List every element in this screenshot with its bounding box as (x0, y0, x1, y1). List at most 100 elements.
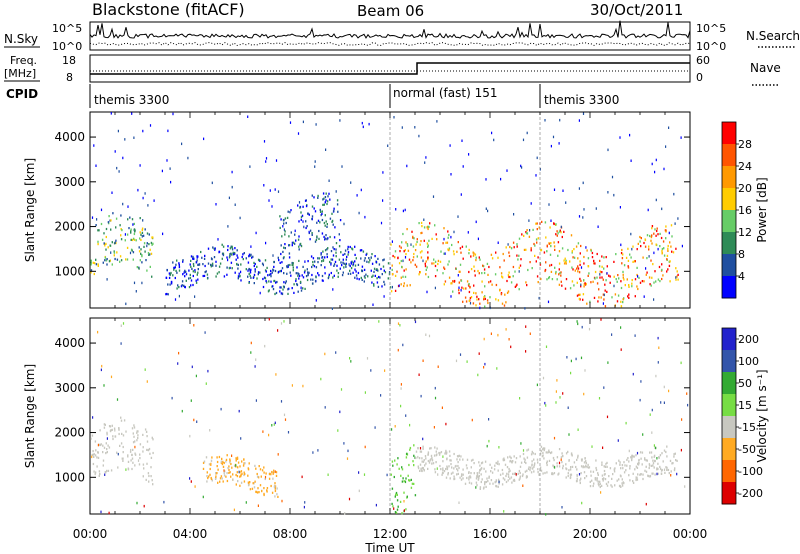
range-cell (422, 460, 425, 463)
range-cell (551, 278, 554, 281)
range-cell (483, 467, 485, 470)
range-cell (596, 477, 598, 480)
range-cell (586, 466, 588, 469)
range-cell (237, 480, 239, 483)
range-cell (532, 452, 534, 455)
range-cell (491, 283, 493, 286)
range-cell (650, 451, 653, 454)
range-cell (258, 491, 260, 494)
range-cell (326, 200, 329, 203)
range-cell (642, 477, 644, 481)
range-cell (630, 232, 632, 236)
range-cell (386, 473, 388, 477)
range-cell (264, 477, 266, 481)
range-cell (603, 465, 605, 468)
range-cell (587, 257, 590, 260)
range-cell (254, 480, 256, 483)
range-cell (364, 215, 366, 219)
range-cell (420, 221, 423, 224)
range-cell (135, 239, 137, 242)
range-cell (413, 464, 415, 467)
range-cell (665, 466, 667, 469)
range-cell (271, 470, 273, 474)
range-cell (263, 493, 265, 497)
range-cell (107, 221, 110, 224)
range-cell (621, 262, 623, 265)
range-cell (686, 392, 688, 395)
range-cell (619, 206, 621, 209)
range-cell (486, 477, 488, 480)
range-cell (405, 414, 407, 417)
range-cell (401, 466, 403, 469)
range-cell (391, 268, 393, 271)
range-cell (111, 428, 113, 431)
range-cell (402, 232, 404, 236)
range-cell (125, 468, 127, 471)
range-cell (274, 482, 276, 485)
range-cell (97, 263, 99, 266)
range-cell (496, 462, 499, 465)
range-cell (509, 455, 511, 458)
range-cell (394, 250, 397, 253)
range-cell (653, 466, 655, 469)
range-cell (475, 486, 477, 489)
range-cell (139, 231, 141, 234)
range-cell (405, 477, 407, 480)
range-cell (323, 221, 326, 225)
range-cell (377, 285, 380, 288)
range-cell (127, 460, 130, 463)
range-cell (97, 240, 99, 243)
range-cell (570, 359, 572, 363)
range-cell (355, 270, 357, 273)
range-cell (649, 451, 651, 454)
range-cell (361, 278, 363, 281)
range-cell (620, 475, 622, 478)
range-cell (604, 305, 607, 308)
range-cell (661, 268, 663, 271)
range-cell (479, 486, 482, 489)
range-cell (498, 482, 500, 485)
range-cell (560, 231, 562, 234)
range-cell (268, 473, 271, 476)
range-cell (118, 170, 120, 173)
range-cell (423, 239, 425, 242)
range-cell (580, 477, 582, 480)
range-cell (516, 243, 518, 246)
range-cell (567, 406, 569, 409)
range-cell (651, 276, 653, 279)
range-cell (582, 181, 584, 185)
range-cell (255, 358, 257, 361)
x-axis-label: Time UT (364, 541, 415, 554)
range-cell (178, 351, 180, 355)
range-cell (265, 281, 268, 284)
range-cell (431, 262, 433, 265)
range-cell (139, 217, 141, 220)
range-cell (235, 464, 237, 467)
range-cell (391, 264, 393, 267)
range-cell (548, 203, 550, 206)
range-cell (312, 260, 314, 264)
range-cell (231, 253, 233, 256)
range-cell (548, 459, 551, 462)
range-cell (211, 262, 214, 265)
range-cell (91, 216, 94, 219)
range-cell (479, 487, 481, 490)
range-cell (272, 472, 274, 475)
range-cell (577, 322, 579, 326)
range-cell (613, 275, 615, 278)
range-cell (325, 199, 327, 202)
range-cell (576, 468, 578, 471)
range-cell (297, 274, 299, 277)
range-cell (129, 450, 132, 453)
range-cell (364, 445, 366, 449)
range-cell (220, 407, 222, 411)
range-cell (509, 460, 511, 463)
range-cell (196, 256, 198, 259)
range-cell (189, 477, 191, 480)
range-cell (319, 210, 322, 213)
range-cell (560, 280, 562, 283)
range-cell (220, 461, 223, 464)
range-cell (487, 301, 489, 305)
range-cell (519, 477, 521, 480)
range-cell (107, 444, 109, 447)
